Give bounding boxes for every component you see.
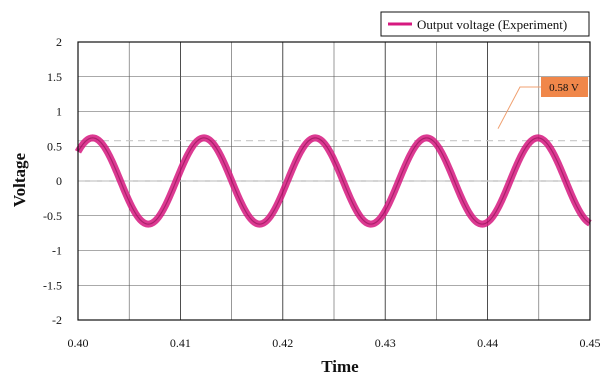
y-tick-label: -1.5 (43, 278, 62, 292)
y-tick-label: 1.5 (47, 70, 62, 84)
x-tick-label: 0.41 (170, 336, 191, 350)
x-tick-labels: 0.40 0.41 0.42 0.43 0.44 0.45 (68, 336, 601, 350)
y-tick-label: 2 (56, 35, 62, 49)
legend-box (380, 11, 590, 37)
series-layer (74, 134, 593, 228)
series-line-core (77, 137, 591, 225)
y-tick-label: -1 (52, 244, 62, 258)
x-tick-label: 0.43 (375, 336, 396, 350)
annotation-box (541, 77, 588, 97)
annotation-label: 0.58 V (549, 82, 579, 94)
x-axis-label: Time (321, 357, 359, 376)
legend-label: Output voltage (Experiment) (417, 17, 567, 32)
y-axis-label: Voltage (10, 152, 29, 207)
legend: Output voltage (Experiment) (380, 11, 590, 37)
y-tick-label: 1 (56, 105, 62, 119)
y-tick-label: -2 (52, 313, 62, 327)
y-tick-labels: 2 1.5 1 0.5 0 -0.5 -1 -1.5 -2 (43, 35, 62, 327)
annotation-leader (497, 86, 541, 129)
plot-frame (77, 41, 591, 321)
y-tick-label: 0.5 (47, 139, 62, 153)
x-tick-label: 0.42 (272, 336, 293, 350)
x-tick-label: 0.44 (477, 336, 498, 350)
x-tick-label: 0.45 (580, 336, 601, 350)
annotation: 0.58 V (497, 77, 588, 129)
x-tick-label: 0.40 (68, 336, 89, 350)
reference-lines (78, 140, 590, 182)
y-tick-label: -0.5 (43, 209, 62, 223)
y-tick-label: 0 (56, 174, 62, 188)
